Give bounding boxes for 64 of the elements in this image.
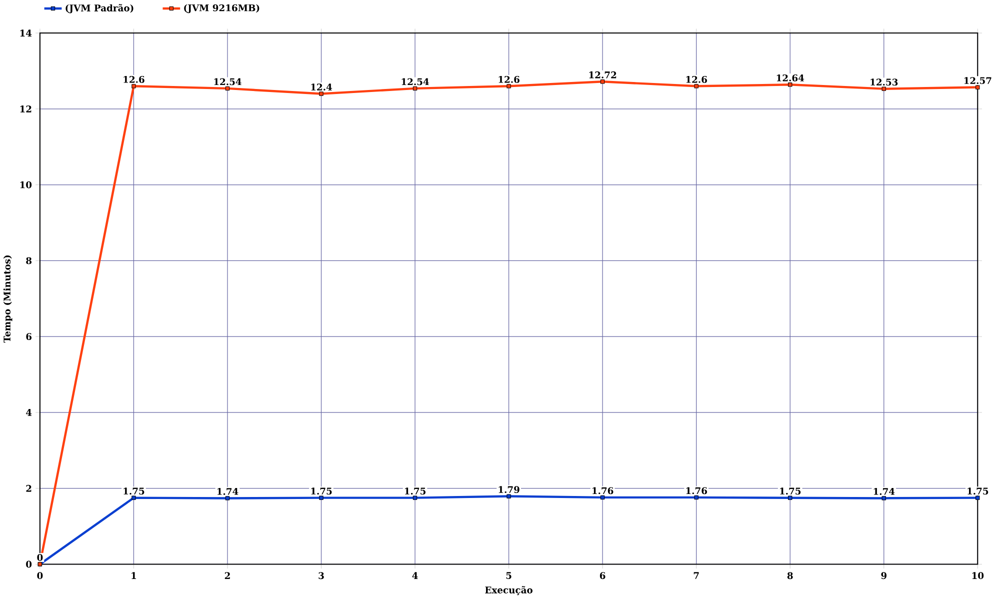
legend-label: (JVM Padrão) [66, 4, 134, 14]
point [132, 496, 136, 500]
point [694, 496, 698, 500]
x-tick-label: 7 [694, 572, 699, 580]
x-axis-title: Execução [485, 586, 532, 596]
y-tick-label: 6 [26, 333, 32, 340]
y-tick-label: 8 [26, 257, 32, 264]
x-tick-label: 2 [224, 572, 230, 580]
point [882, 496, 886, 501]
data-label: 12.54 [402, 78, 429, 86]
x-tick-label: 1 [132, 572, 136, 580]
point [976, 85, 980, 90]
point [976, 496, 980, 500]
data-label: 12.6 [124, 76, 144, 84]
point [788, 82, 792, 87]
point [132, 84, 136, 88]
y-tick-label: 12 [20, 106, 32, 113]
x-tick-label: 0 [37, 572, 43, 580]
x-tick-label: 6 [600, 572, 606, 580]
data-label: 12.53 [870, 78, 898, 86]
point [412, 496, 418, 500]
point [600, 496, 605, 500]
data-label: 12.57 [964, 77, 992, 84]
data-label: 12.72 [589, 72, 616, 79]
x-tick-label: 9 [881, 572, 886, 580]
point [225, 496, 230, 501]
y-tick-label: 2 [26, 485, 32, 492]
data-label: 1.75 [311, 488, 332, 495]
point [694, 84, 698, 88]
data-label: 0 [37, 554, 43, 562]
x-tick-label: 3 [318, 572, 324, 580]
point [319, 496, 324, 500]
point [506, 84, 511, 88]
data-label: 1.76 [686, 488, 708, 494]
y-axis-title: Tempo (Minutos) [3, 256, 12, 343]
data-label: 1.74 [874, 488, 895, 496]
data-label: 12.64 [776, 74, 804, 82]
y-tick-label: 10 [20, 182, 32, 189]
y-tick-label: 14 [20, 30, 32, 37]
point [788, 496, 792, 500]
x-tick-label: 4 [412, 572, 418, 580]
y-tick-label: 4 [26, 409, 32, 416]
point [412, 86, 418, 91]
data-label: 1.75 [780, 488, 801, 495]
point [882, 86, 886, 92]
point [319, 92, 324, 96]
x-tick-label: 8 [787, 572, 793, 580]
x-tick-label: 10 [972, 572, 984, 580]
data-label: 12.6 [686, 76, 708, 84]
data-label: 1.74 [217, 488, 238, 496]
data-label: 1.75 [404, 488, 426, 495]
point [600, 80, 605, 84]
data-label: 1.75 [124, 488, 144, 495]
data-label: 1.79 [498, 486, 520, 494]
data-label: 12.4 [311, 84, 332, 91]
y-tick-label: 0 [26, 560, 32, 568]
data-label: 1.75 [968, 488, 988, 495]
legend-label: (JVM 9216MB) [184, 4, 260, 14]
point [225, 86, 230, 91]
x-tick-label: 5 [506, 572, 512, 580]
point [506, 494, 511, 499]
data-label: 12.6 [498, 76, 520, 84]
data-label: 1.76 [592, 488, 614, 494]
data-label: 12.54 [214, 78, 242, 86]
